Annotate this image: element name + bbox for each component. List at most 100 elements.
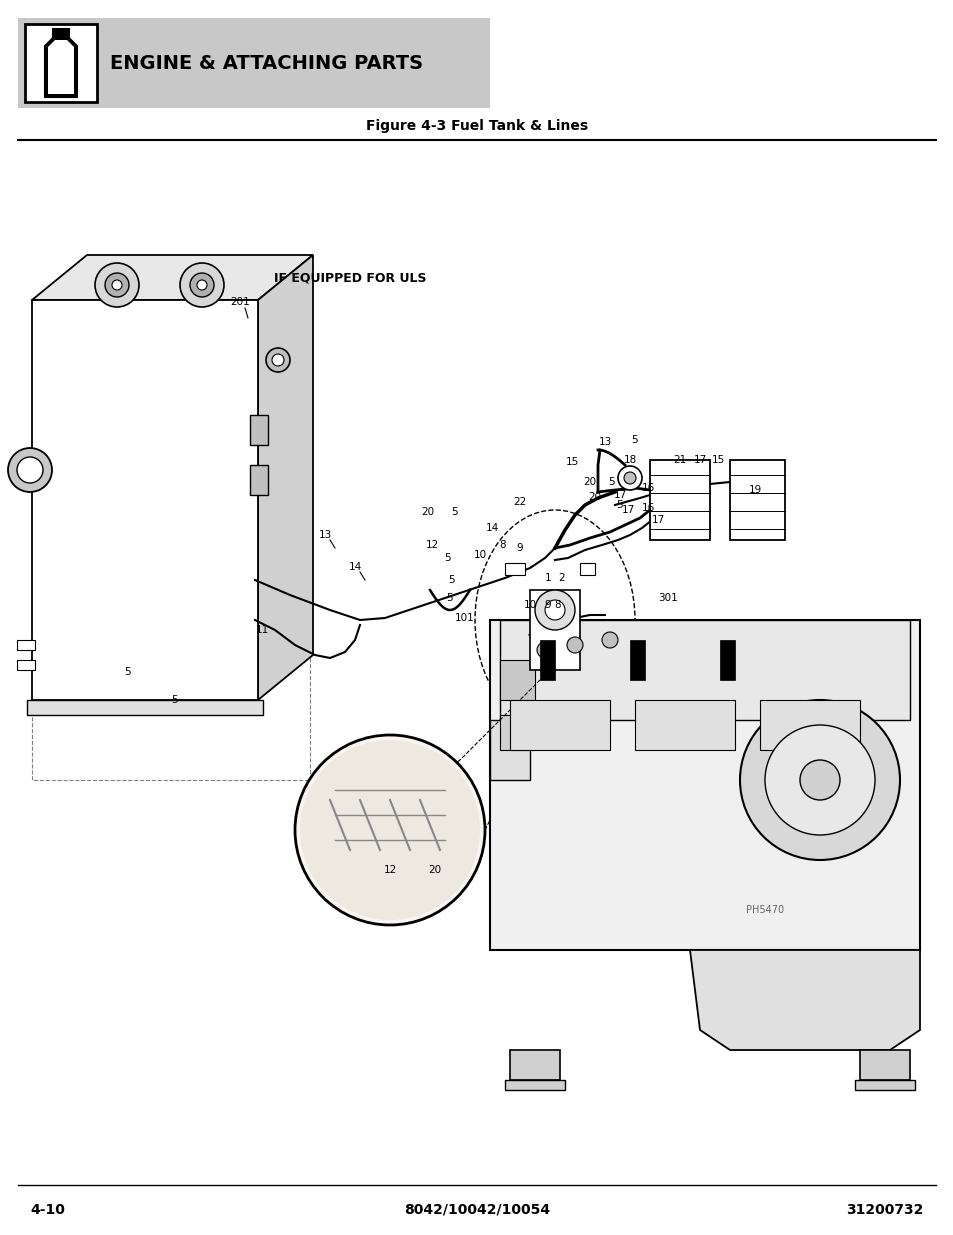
Bar	[649, 459, 709, 540]
Bar	[859, 1050, 909, 1079]
Text: 16: 16	[640, 503, 654, 513]
Bar	[760, 700, 859, 750]
Text: 14: 14	[485, 522, 498, 534]
Circle shape	[95, 263, 139, 308]
Circle shape	[537, 642, 553, 658]
Text: 20: 20	[428, 864, 441, 876]
Text: 20: 20	[583, 477, 596, 487]
Text: 31200732: 31200732	[845, 1203, 923, 1216]
Bar	[504, 1079, 564, 1091]
Text: 9: 9	[517, 543, 523, 553]
Text: 17: 17	[613, 490, 626, 500]
Text: 11: 11	[255, 625, 269, 635]
Text: 17: 17	[620, 505, 634, 515]
Circle shape	[544, 600, 564, 620]
Circle shape	[299, 740, 479, 920]
Text: 22: 22	[513, 496, 526, 508]
Text: 5: 5	[446, 593, 453, 603]
Bar	[854, 1079, 914, 1091]
Circle shape	[272, 354, 284, 366]
Text: 5: 5	[172, 695, 178, 705]
Bar	[530, 590, 579, 671]
Text: Figure 4-3 Fuel Tank & Lines: Figure 4-3 Fuel Tank & Lines	[366, 119, 587, 133]
Circle shape	[180, 263, 224, 308]
Text: 12: 12	[425, 540, 438, 550]
Text: 1: 1	[544, 573, 551, 583]
Circle shape	[740, 700, 899, 860]
Text: 301: 301	[658, 593, 678, 603]
Bar	[17, 659, 35, 671]
Text: 20: 20	[421, 508, 435, 517]
Text: PH5470: PH5470	[745, 905, 783, 915]
Text: 10: 10	[473, 550, 486, 559]
Bar	[499, 620, 909, 720]
Bar	[17, 640, 35, 650]
Bar	[635, 700, 734, 750]
Circle shape	[764, 725, 874, 835]
Text: 20: 20	[588, 492, 601, 501]
Text: 13: 13	[318, 530, 332, 540]
Bar	[499, 715, 535, 750]
Text: 17: 17	[693, 454, 706, 466]
Bar	[499, 659, 535, 700]
Text: 21: 21	[673, 454, 686, 466]
Circle shape	[294, 735, 484, 925]
Text: 8: 8	[499, 540, 506, 550]
Bar	[629, 640, 644, 680]
Text: 5: 5	[608, 477, 615, 487]
Text: 101: 101	[455, 613, 475, 622]
Bar	[579, 563, 595, 576]
Bar	[25, 23, 97, 103]
Circle shape	[8, 448, 52, 492]
Text: 201: 201	[230, 296, 250, 308]
Circle shape	[800, 760, 840, 800]
Bar	[720, 640, 734, 680]
Circle shape	[623, 472, 636, 484]
Text: 5: 5	[451, 508, 457, 517]
Circle shape	[17, 457, 43, 483]
Text: 5: 5	[616, 500, 622, 510]
Bar	[250, 466, 268, 495]
Text: 18: 18	[622, 454, 636, 466]
Circle shape	[601, 632, 618, 648]
Polygon shape	[257, 254, 313, 700]
Text: 19: 19	[747, 485, 760, 495]
Polygon shape	[48, 40, 74, 94]
Bar	[18, 19, 490, 107]
Circle shape	[535, 590, 575, 630]
Text: 17: 17	[651, 515, 664, 525]
Polygon shape	[45, 28, 77, 98]
Circle shape	[112, 280, 122, 290]
Polygon shape	[689, 950, 919, 1050]
Polygon shape	[32, 254, 313, 300]
Text: 16: 16	[640, 483, 654, 493]
Text: 13: 13	[598, 437, 611, 447]
Text: 4-10: 4-10	[30, 1203, 65, 1216]
Bar	[539, 640, 555, 680]
Text: 2: 2	[558, 573, 565, 583]
Text: 5: 5	[444, 553, 451, 563]
Text: 14: 14	[348, 562, 361, 572]
Text: 15: 15	[565, 457, 578, 467]
Text: 9: 9	[544, 600, 551, 610]
Polygon shape	[32, 300, 257, 700]
Text: 15: 15	[711, 454, 724, 466]
Circle shape	[105, 273, 129, 296]
Bar	[504, 563, 524, 576]
Text: 8042/10042/10054: 8042/10042/10054	[403, 1203, 550, 1216]
Text: 5: 5	[448, 576, 455, 585]
Circle shape	[190, 273, 213, 296]
Circle shape	[566, 637, 582, 653]
Bar	[510, 1050, 559, 1079]
Text: 5: 5	[631, 435, 638, 445]
Bar	[27, 700, 263, 715]
Text: 10: 10	[523, 600, 536, 610]
Text: 5: 5	[125, 667, 132, 677]
Circle shape	[196, 280, 207, 290]
Bar	[729, 459, 784, 540]
Bar	[490, 620, 919, 950]
Bar	[250, 415, 268, 445]
Circle shape	[266, 348, 290, 372]
Text: IF EQUIPPED FOR ULS: IF EQUIPPED FOR ULS	[274, 272, 426, 284]
Bar	[510, 700, 609, 750]
